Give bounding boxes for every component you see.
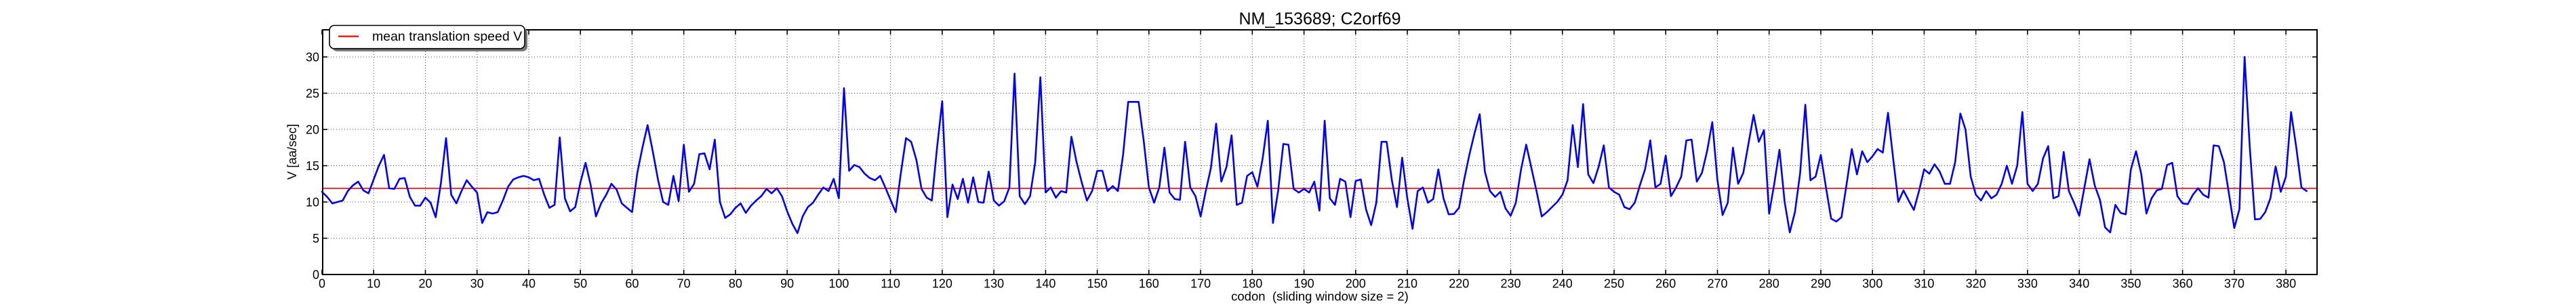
svg-text:20: 20 <box>306 123 319 136</box>
svg-text:120: 120 <box>932 277 952 291</box>
svg-text:170: 170 <box>1190 277 1211 291</box>
svg-text:15: 15 <box>306 159 319 173</box>
svg-text:10: 10 <box>306 195 319 209</box>
svg-text:100: 100 <box>828 277 849 291</box>
svg-text:30: 30 <box>470 277 484 291</box>
svg-text:130: 130 <box>984 277 1004 291</box>
svg-text:250: 250 <box>1604 277 1624 291</box>
svg-text:240: 240 <box>1552 277 1573 291</box>
svg-text:280: 280 <box>1759 277 1779 291</box>
svg-text:0: 0 <box>313 268 319 281</box>
svg-text:0: 0 <box>319 277 325 291</box>
svg-text:codon (sliding window size =: codon (sliding window size = 2) <box>1231 289 1409 304</box>
svg-text:320: 320 <box>1966 277 1986 291</box>
svg-text:190: 190 <box>1294 277 1314 291</box>
svg-text:350: 350 <box>2120 277 2141 291</box>
svg-text:340: 340 <box>2069 277 2089 291</box>
svg-text:300: 300 <box>1862 277 1883 291</box>
svg-text:30: 30 <box>306 50 319 64</box>
svg-text:mean translation speed V: mean translation speed V <box>372 29 522 44</box>
svg-text:110: 110 <box>881 277 900 291</box>
svg-text:50: 50 <box>573 277 587 291</box>
svg-text:NM_153689; C2orf69: NM_153689; C2orf69 <box>1239 9 1401 28</box>
svg-text:210: 210 <box>1397 277 1417 291</box>
svg-text:25: 25 <box>306 87 319 100</box>
svg-text:80: 80 <box>729 277 742 291</box>
svg-text:180: 180 <box>1242 277 1262 291</box>
svg-text:330: 330 <box>2017 277 2038 291</box>
svg-text:20: 20 <box>418 277 432 291</box>
svg-text:140: 140 <box>1035 277 1055 291</box>
svg-text:V [aa/sec]: V [aa/sec] <box>285 124 299 180</box>
svg-text:260: 260 <box>1655 277 1676 291</box>
svg-text:370: 370 <box>2224 277 2245 291</box>
svg-text:290: 290 <box>1811 277 1831 291</box>
svg-text:60: 60 <box>625 277 639 291</box>
svg-text:360: 360 <box>2173 277 2193 291</box>
svg-text:380: 380 <box>2276 277 2296 291</box>
svg-text:230: 230 <box>1500 277 1521 291</box>
svg-text:310: 310 <box>1914 277 1934 291</box>
svg-text:220: 220 <box>1449 277 1469 291</box>
svg-text:10: 10 <box>367 277 380 291</box>
svg-text:5: 5 <box>313 232 319 245</box>
svg-text:40: 40 <box>522 277 536 291</box>
svg-text:70: 70 <box>677 277 691 291</box>
svg-text:150: 150 <box>1087 277 1108 291</box>
svg-text:160: 160 <box>1139 277 1159 291</box>
svg-text:270: 270 <box>1707 277 1727 291</box>
svg-text:90: 90 <box>780 277 794 291</box>
svg-text:200: 200 <box>1346 277 1366 291</box>
